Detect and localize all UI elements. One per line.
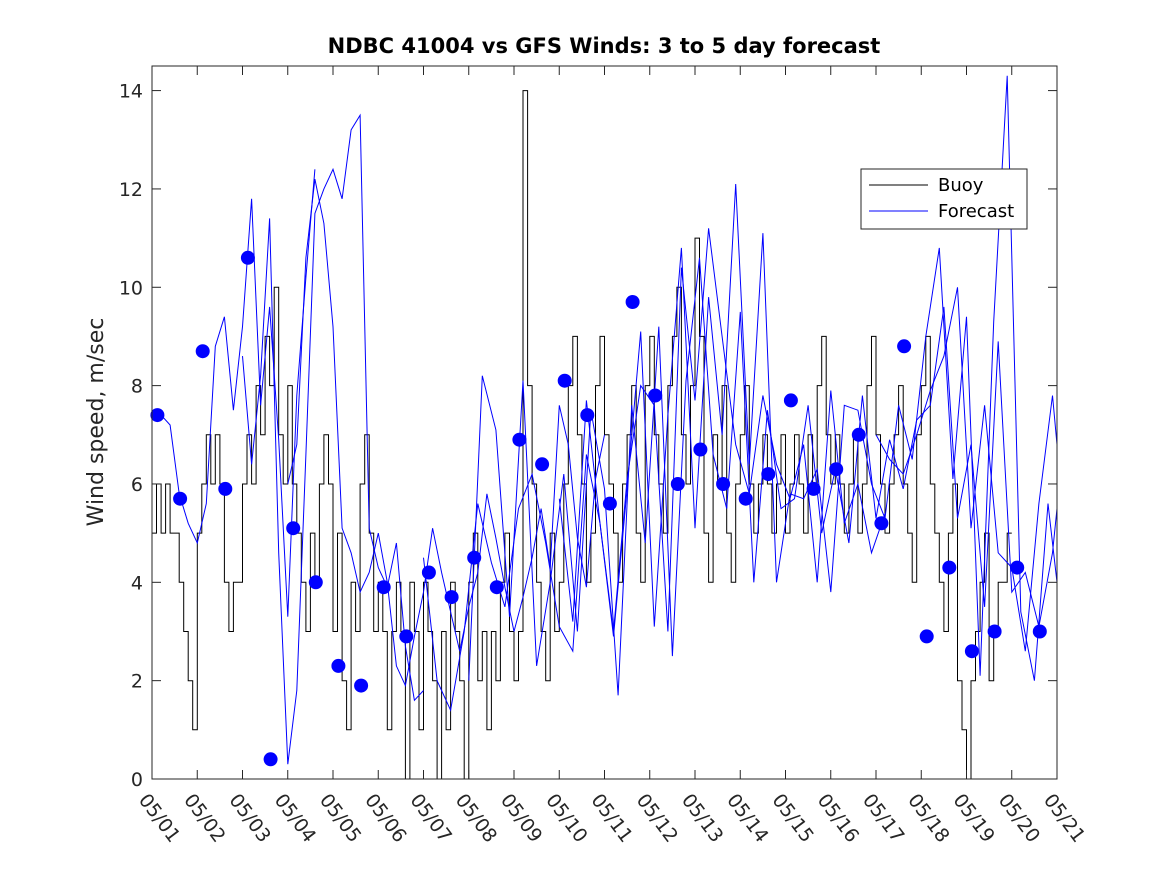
forecast-marker	[829, 462, 844, 477]
forecast-marker	[173, 491, 188, 506]
forecast-marker	[421, 565, 436, 580]
chart-title: NDBC 41004 vs GFS Winds: 3 to 5 day fore…	[328, 34, 881, 58]
y-tick-label: 6	[131, 474, 143, 496]
forecast-marker	[919, 629, 934, 644]
forecast-marker	[1032, 624, 1047, 639]
y-tick-label: 10	[119, 277, 143, 299]
forecast-marker	[286, 521, 301, 536]
forecast-marker	[218, 481, 233, 496]
forecast-marker	[195, 344, 210, 359]
forecast-marker	[444, 590, 459, 605]
forecast-marker	[783, 393, 798, 408]
forecast-marker	[535, 457, 550, 472]
forecast-marker	[761, 467, 776, 482]
y-tick-label: 0	[131, 769, 143, 791]
forecast-marker	[874, 516, 889, 531]
forecast-marker	[557, 373, 572, 388]
forecast-marker	[602, 496, 617, 511]
legend-box	[860, 168, 1028, 230]
buoy-series	[152, 90, 1012, 780]
forecast-line-2	[242, 113, 424, 765]
forecast-marker	[376, 580, 391, 595]
forecast-marker	[693, 442, 708, 457]
forecast-marker	[354, 678, 369, 693]
forecast-marker	[1010, 560, 1025, 575]
legend-forecast-label: Forecast	[938, 201, 1014, 222]
legend-buoy-label: Buoy	[938, 175, 984, 196]
forecast-marker	[716, 477, 731, 491]
y-tick-label: 14	[119, 81, 143, 103]
forecast-markers	[150, 250, 1047, 767]
forecast-marker	[580, 408, 595, 423]
forecast-marker	[240, 250, 255, 265]
forecast-line-7	[875, 287, 1058, 652]
forecast-marker	[308, 575, 323, 590]
forecast-marker	[851, 427, 866, 442]
forecast-marker	[897, 339, 912, 354]
y-axis: 0 2 4 6 8 10 12 14	[119, 81, 1057, 791]
forecast-marker	[489, 580, 504, 595]
forecast-marker	[648, 388, 663, 403]
forecast-marker	[512, 432, 527, 447]
forecast-marker	[942, 560, 957, 575]
y-tick-label: 8	[131, 376, 143, 398]
y-axis-label: Wind speed, m/sec	[84, 318, 109, 527]
y-tick-label: 12	[119, 179, 143, 201]
forecast-marker	[399, 629, 414, 644]
forecast-line-5	[468, 257, 1058, 696]
forecast-marker	[331, 658, 346, 673]
forecast-marker	[670, 477, 685, 491]
forecast-marker	[150, 408, 165, 423]
forecast-marker	[738, 491, 753, 506]
forecast-line-1	[160, 169, 316, 617]
forecast-marker	[964, 644, 979, 659]
forecast-marker	[987, 624, 1002, 639]
y-tick-label: 4	[131, 572, 143, 594]
y-tick-label: 2	[131, 671, 143, 693]
forecast-marker	[263, 752, 278, 767]
legend: Buoy Forecast	[860, 168, 1028, 230]
forecast-marker	[625, 295, 640, 309]
forecast-marker	[467, 550, 482, 565]
forecast-marker	[806, 481, 821, 496]
forecast-line-3	[287, 179, 605, 688]
buoy-line	[152, 90, 1012, 780]
